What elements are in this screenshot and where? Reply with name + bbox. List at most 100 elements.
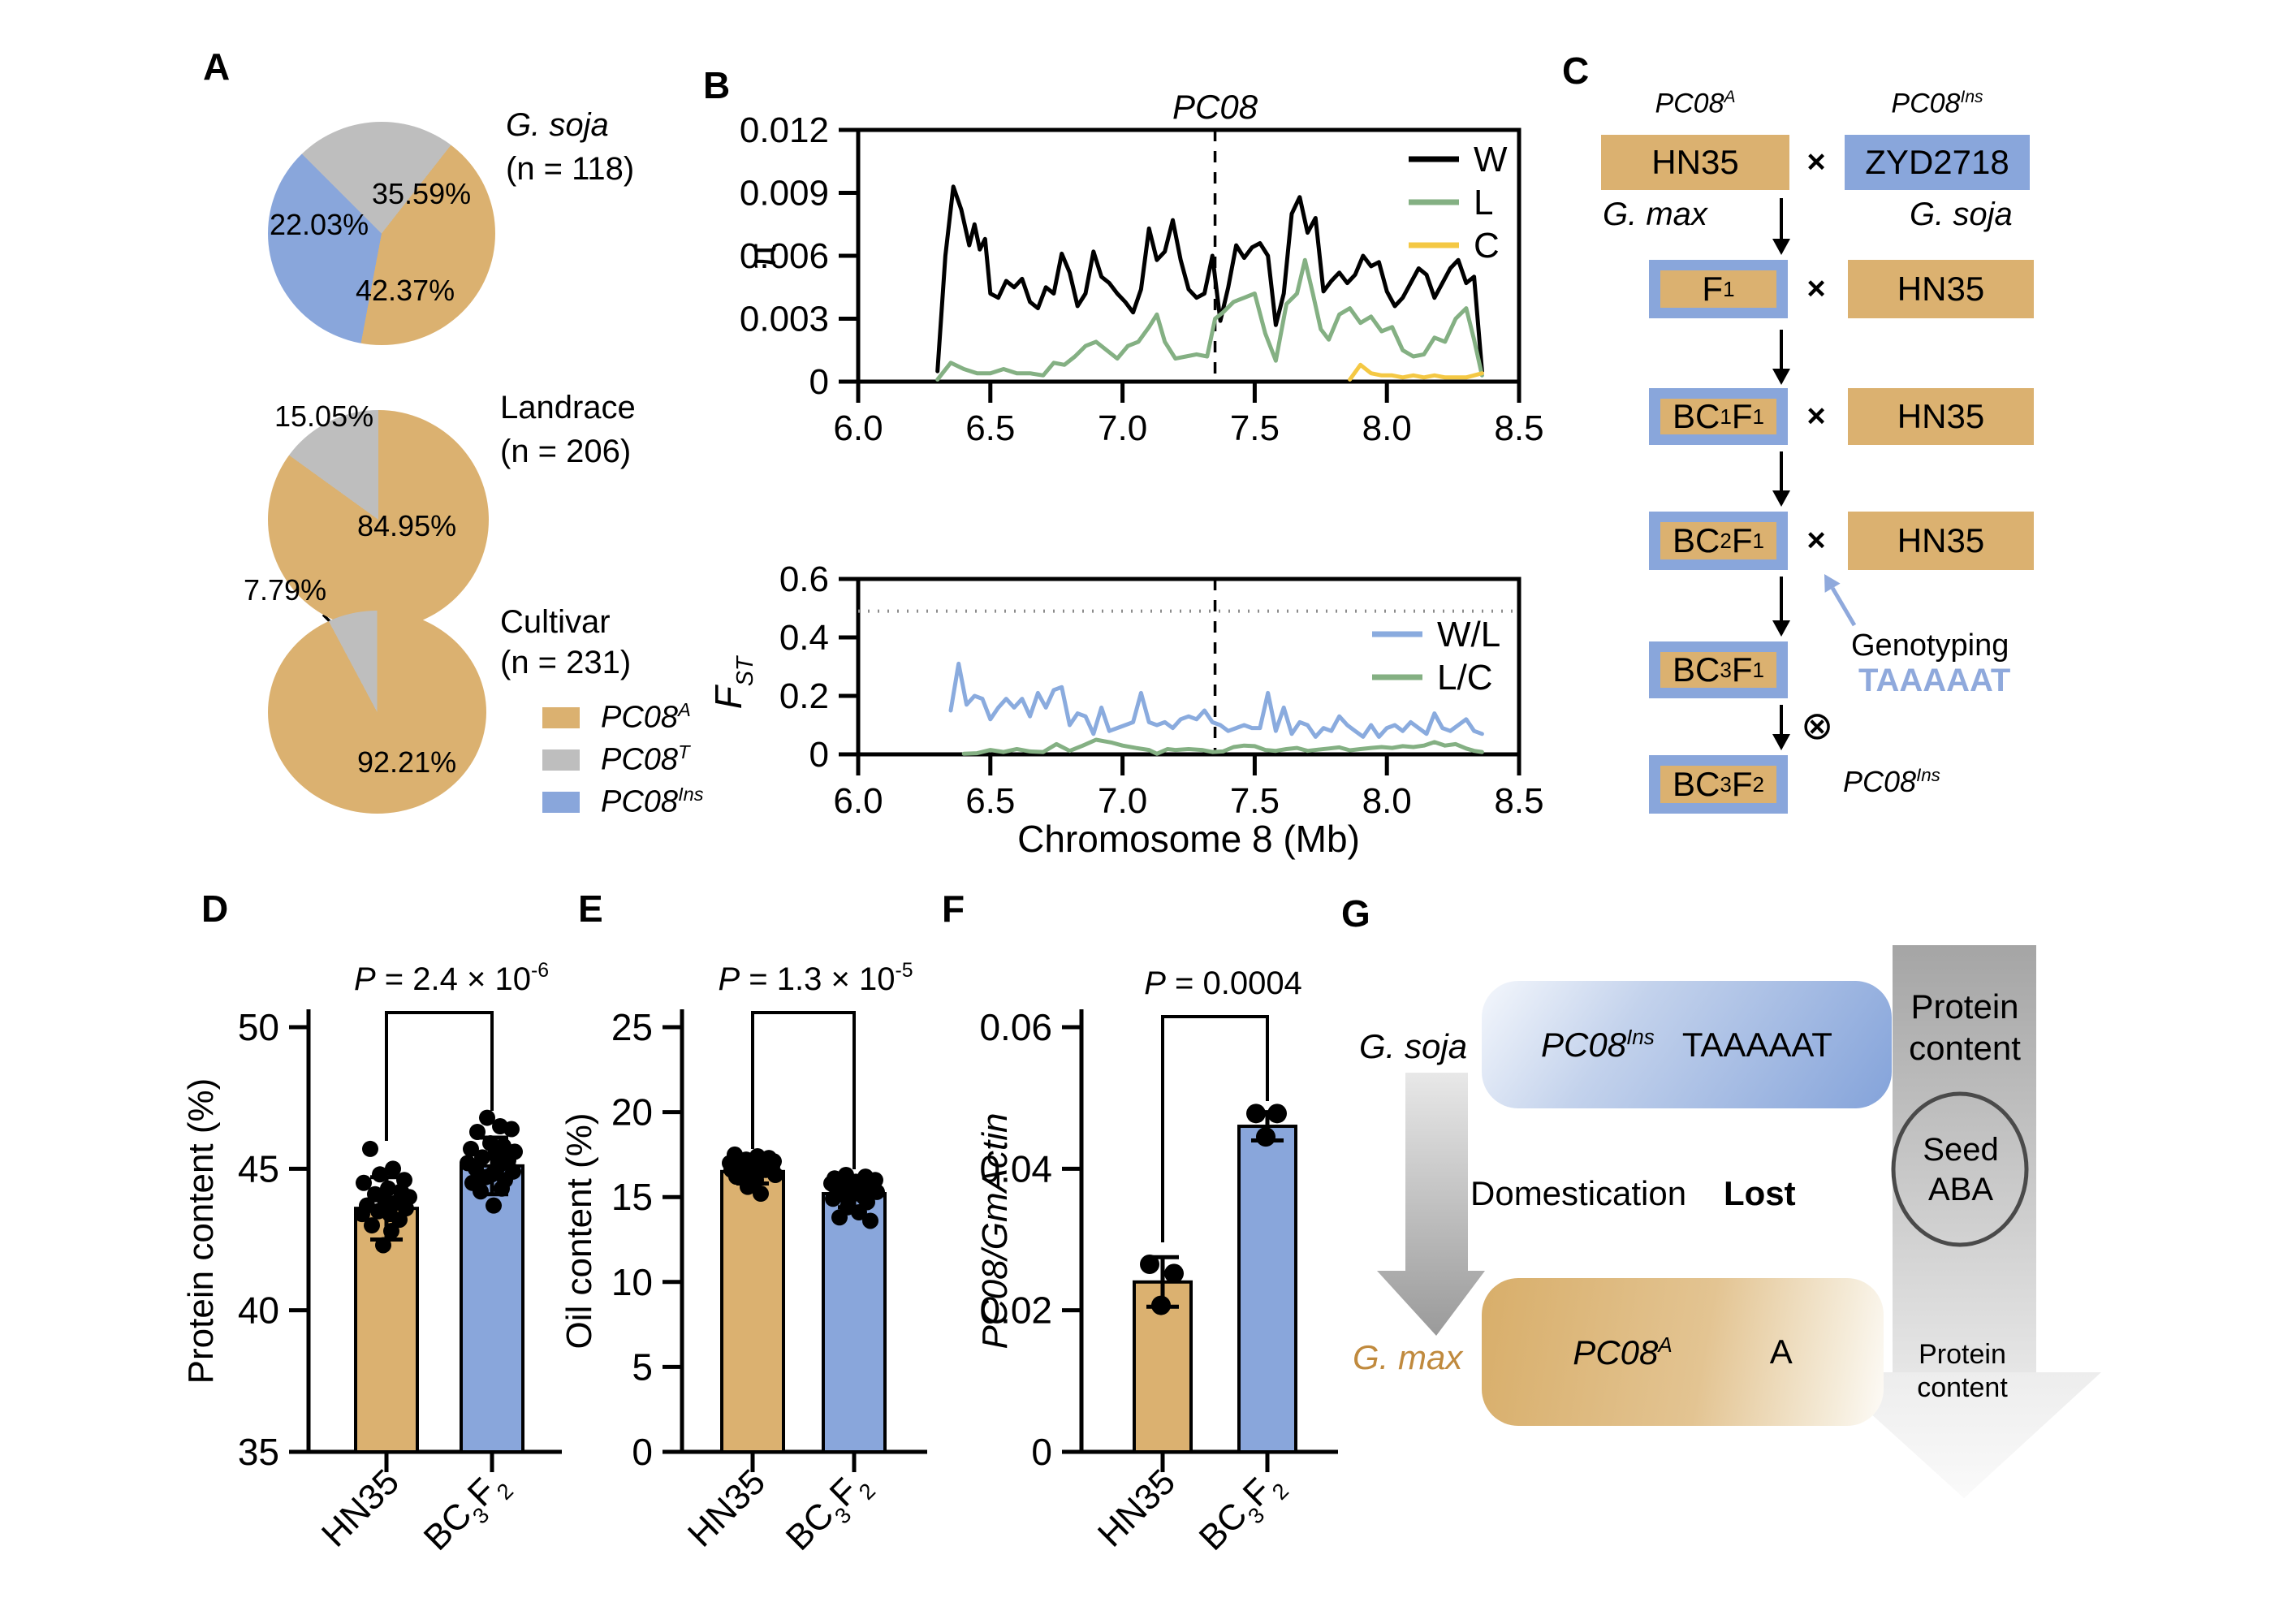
x-tick-label: 6.5: [965, 781, 1015, 821]
pie-sample-size: (n = 231): [500, 645, 632, 680]
data-point: [364, 1217, 380, 1234]
data-point: [356, 1174, 372, 1191]
y-tick-label: 0.003: [740, 300, 829, 339]
y-tick-label: 0.02: [979, 1289, 1052, 1332]
c-species-gmax: G. max: [1603, 197, 1707, 232]
x-tick-label: 6.0: [833, 781, 883, 821]
legend-label-a: PC08A: [601, 699, 691, 735]
legend-entry: W: [1474, 140, 1508, 179]
pie-landrace: [268, 410, 489, 629]
c-parent-box: HN35: [1848, 388, 2034, 445]
data-point: [473, 1183, 489, 1200]
y-tick-label: 5: [632, 1345, 653, 1388]
c-generation-box: BC 3 F 2: [1649, 755, 1788, 814]
data-point: [1164, 1263, 1184, 1284]
legend-label-ins: PC08Ins: [601, 784, 704, 819]
x-axis-label: Chromosome 8 (Mb): [1017, 818, 1360, 860]
y-axis-label: Protein content (%): [181, 1078, 221, 1384]
x-category-label: HN35: [1090, 1462, 1183, 1554]
data-point: [463, 1140, 479, 1157]
c-generation-box: BC 2 F 1: [1649, 512, 1788, 570]
pie-slice-label: 7.79%: [244, 573, 327, 607]
c-cross-symbol: ×: [1806, 144, 1826, 180]
g-protein-band: [1893, 945, 2036, 1372]
data-point: [362, 1140, 378, 1157]
legend-entry: L: [1474, 183, 1493, 222]
legend-swatch-ins: [542, 792, 580, 813]
chart-pi: 0 0.003 0.006 0.009 0.012 6.0 6.5 7.0 7.5 8.0 8.5 W…: [740, 88, 1544, 448]
g-band-arrowhead-icon: [1825, 1372, 2101, 1498]
c-species-gsoja: G. soja: [1910, 197, 2013, 232]
data-point: [825, 1190, 841, 1207]
y-tick-label: 40: [238, 1289, 279, 1332]
data-point: [494, 1180, 510, 1197]
pie-sample-size: (n = 118): [506, 151, 635, 187]
pie-title: Landrace: [500, 390, 636, 425]
data-point: [831, 1209, 848, 1226]
c-generation-box: HN35: [1601, 135, 1789, 190]
panel-label-f: F: [942, 888, 965, 930]
g-taaaaat-motif: TAAAAAT: [1681, 1025, 1832, 1064]
g-seed-aba-label: Seed ABA: [1923, 1132, 1999, 1207]
p-value-label: P = 2.4 × 10-6​: [354, 960, 549, 997]
y-tick-label: 20: [611, 1091, 653, 1134]
p-value-label: P = 0.0004: [1144, 965, 1302, 1001]
y-tick-label: 0.4: [779, 618, 829, 658]
g-protein-content-bottom: Protein content: [1917, 1339, 2008, 1404]
g-background-shapes: [1377, 945, 2101, 1498]
pie-slice-label: 84.95%: [357, 509, 457, 542]
data-point: [375, 1237, 391, 1254]
g-lost-label: Lost: [1724, 1174, 1796, 1212]
panel-label-d: D: [201, 888, 229, 930]
x-tick-label: 7.5: [1230, 408, 1280, 448]
c-genotyping-label: Genotyping: [1851, 628, 2009, 663]
y-tick-label: 15: [611, 1176, 653, 1218]
x-tick-label: 8.0: [1362, 781, 1412, 821]
legend-entry: L/C: [1437, 658, 1492, 698]
legend-entry: W/L: [1437, 615, 1500, 654]
data-point: [1151, 1295, 1171, 1315]
c-generation-box: BC 1 F 1: [1649, 388, 1788, 445]
y-tick-label: 0.009: [740, 174, 829, 214]
c-cross-symbol: ×: [1806, 270, 1826, 307]
data-point: [469, 1124, 486, 1141]
pie-g-soja: [268, 122, 495, 345]
g-soja-label: G. soja: [1359, 1027, 1468, 1065]
panel-label-g: G: [1341, 892, 1370, 935]
x-tick-label: 8.5: [1494, 781, 1543, 821]
y-tick-label: 35: [238, 1431, 279, 1473]
pie-slice-label: 22.03%: [270, 208, 369, 241]
bar-bc3f2: [822, 1192, 887, 1453]
g-cultivated-allele-box: PC08A A: [1482, 1278, 1884, 1426]
data-point: [1267, 1104, 1287, 1124]
data-point: [869, 1183, 885, 1200]
significance-bracket: [751, 1011, 856, 1169]
y-tick-label: 0: [809, 735, 829, 775]
g-domestication-arrow-icon: [1377, 1073, 1485, 1336]
data-point: [479, 1109, 495, 1126]
c-cross-symbol: ×: [1806, 522, 1826, 559]
y-axis-label: PC08/GmActin: [975, 1113, 1015, 1350]
c-motif-label: TAAAAAT: [1858, 663, 2011, 698]
data-point: [1140, 1255, 1159, 1275]
pie-cultivar: [268, 611, 486, 814]
data-point: [477, 1168, 494, 1186]
series-W-L: [948, 661, 1484, 739]
data-point: [753, 1186, 769, 1203]
y-tick-label: 0: [632, 1431, 653, 1473]
pie-slice-label: 92.21%: [357, 745, 457, 779]
y-tick-label: 0.04: [979, 1147, 1052, 1190]
p-value-label: P = 1.3 × 10-5​: [718, 960, 913, 997]
y-tick-label: 0.012: [740, 110, 829, 150]
pie-slice-label: 42.37%: [356, 274, 455, 307]
data-point: [728, 1168, 745, 1186]
series-L-C: [961, 737, 1484, 756]
panel-label-a: A: [203, 45, 231, 88]
g-allele-a: A: [1769, 1332, 1793, 1371]
legend-label-t: PC08T: [601, 741, 690, 777]
bar-hn35: [1133, 1280, 1193, 1454]
bar-hn35: [354, 1207, 419, 1453]
data-point: [740, 1178, 756, 1195]
